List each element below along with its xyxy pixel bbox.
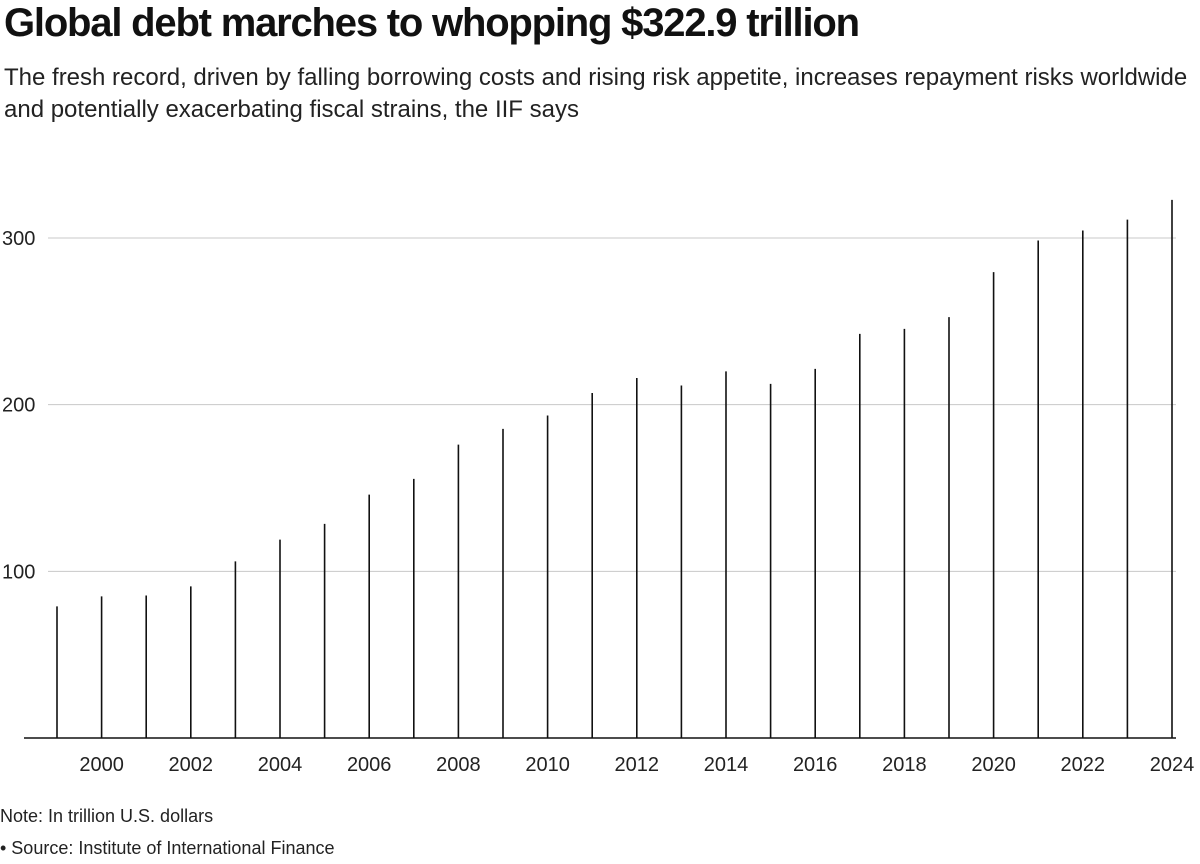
x-tick-label-2000: 2000 [79, 754, 124, 776]
x-tick-label-2022: 2022 [1061, 754, 1106, 776]
x-tick-label-2016: 2016 [793, 754, 838, 776]
x-tick-label-2018: 2018 [882, 754, 927, 776]
y-tick-label-100: 100 [2, 561, 35, 583]
x-tick-label-2004: 2004 [258, 754, 303, 776]
x-tick-label-2014: 2014 [704, 754, 749, 776]
x-tick-label-2010: 2010 [525, 754, 570, 776]
x-tick-label-2002: 2002 [169, 754, 214, 776]
chart-note: Note: In trillion U.S. dollars [0, 806, 214, 826]
x-tick-label-2012: 2012 [615, 754, 660, 776]
chart-subtitle: The fresh record, driven by falling borr… [4, 64, 1188, 123]
x-tick-label-2024: 2024 [1150, 754, 1195, 776]
chart-source: • Source: Institute of International Fin… [0, 838, 335, 858]
y-tick-label-300: 300 [2, 228, 35, 250]
x-tick-label-2020: 2020 [971, 754, 1016, 776]
x-tick-label-2006: 2006 [347, 754, 392, 776]
y-tick-label-200: 200 [2, 395, 35, 417]
chart-title: Global debt marches to whopping $322.9 t… [4, 1, 860, 45]
x-tick-label-2008: 2008 [436, 754, 481, 776]
